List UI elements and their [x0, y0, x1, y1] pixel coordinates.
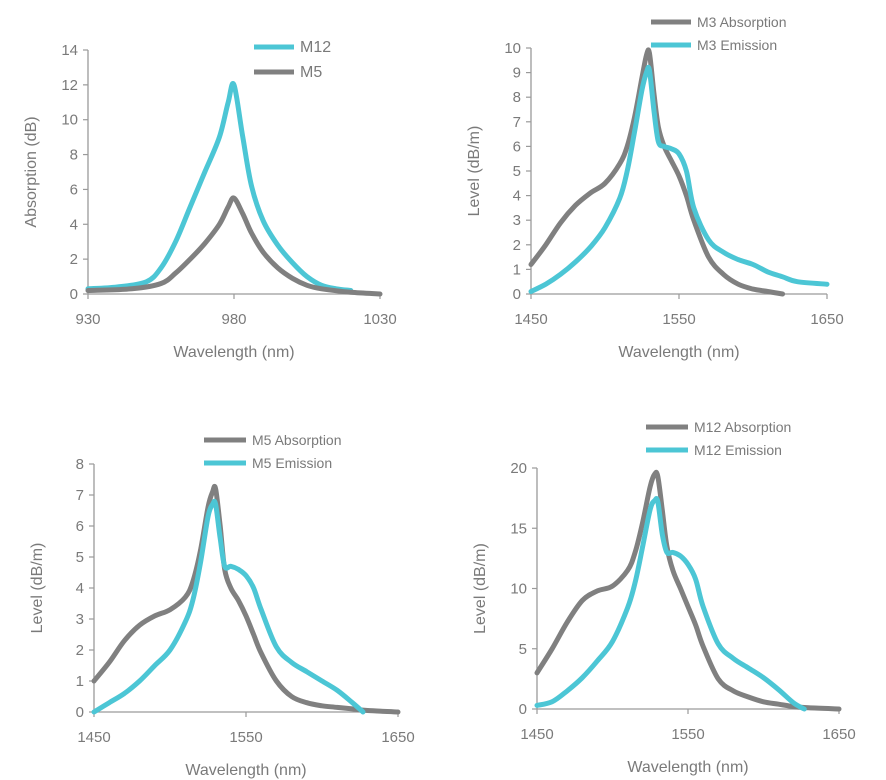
- x-tick-label: 1030: [363, 311, 396, 328]
- y-tick-label: 0: [76, 704, 84, 721]
- legend-label: M12: [300, 39, 331, 56]
- series-line-m3-absorption: [528, 47, 786, 297]
- x-axis-label: Wavelength (nm): [618, 344, 739, 361]
- y-tick-label: 8: [70, 147, 78, 164]
- chart-panel-absorption-m12-m5: 0 2 4 6 8 10 12 14 930 980 1030 Wavelength (nm) Abso…: [23, 39, 397, 361]
- x-tick-label: 1550: [662, 311, 695, 328]
- y-tick-label: 6: [513, 138, 521, 155]
- y-axis-label: Absorption (dB): [23, 116, 40, 227]
- x-axis-label: Wavelength (nm): [185, 762, 306, 779]
- y-tick-label: 7: [76, 487, 84, 504]
- y-tick-label: 9: [513, 65, 521, 82]
- y-tick-label: 12: [61, 77, 78, 94]
- chart-panel-m12: 0 5 10 15 20 1450 1550 1650 Wavelength (nm) Level…: [472, 419, 856, 776]
- y-tick-label: 5: [513, 163, 521, 180]
- y-tick-label: 4: [70, 216, 78, 233]
- x-tick-label: 1450: [514, 311, 547, 328]
- x-tick-label: 1450: [77, 729, 110, 746]
- y-tick-label: 2: [70, 251, 78, 268]
- series-line-m12: [85, 81, 354, 293]
- y-tick-label: 0: [519, 701, 527, 718]
- legend-label: M5 Emission: [252, 455, 332, 471]
- series-line-m3-emission: [528, 64, 830, 294]
- y-tick-label: 3: [513, 212, 521, 229]
- y-tick-label: 7: [513, 114, 521, 131]
- y-tick-label: 10: [510, 581, 527, 598]
- legend-label: M3 Emission: [697, 37, 777, 53]
- x-axis-label: Wavelength (nm): [173, 344, 294, 361]
- y-tick-label: 2: [513, 237, 521, 254]
- y-tick-label: 14: [61, 42, 78, 59]
- y-axis-label: Level (dB/m): [29, 543, 46, 634]
- x-tick-label: 1450: [520, 726, 553, 743]
- x-tick-label: 1650: [810, 311, 843, 328]
- x-tick-label: 930: [75, 311, 100, 328]
- y-tick-label: 4: [76, 580, 84, 597]
- x-tick-label: 980: [221, 311, 246, 328]
- y-tick-label: 3: [76, 611, 84, 628]
- y-tick-label: 0: [513, 286, 521, 303]
- y-tick-label: 10: [61, 112, 78, 129]
- series-line-m5-emission: [91, 498, 366, 715]
- y-tick-label: 5: [519, 641, 527, 658]
- y-tick-label: 5: [76, 549, 84, 566]
- chart-panel-m3: 0 1 2 3 4 5 6 7 8 9 10 1450 1550 1650 Wavelength (nm) L…: [466, 14, 844, 361]
- y-tick-label: 15: [510, 520, 527, 537]
- legend-label: M3 Absorption: [697, 14, 787, 30]
- y-tick-label: 0: [70, 286, 78, 303]
- x-axis-label: Wavelength (nm): [627, 759, 748, 776]
- y-axis-label: Level (dB/m): [472, 543, 489, 634]
- series-line-m5: [85, 195, 383, 297]
- y-tick-label: 6: [76, 518, 84, 535]
- y-tick-label: 1: [513, 261, 521, 278]
- y-tick-label: 6: [70, 181, 78, 198]
- legend-label: M5: [300, 64, 322, 81]
- x-tick-label: 1550: [671, 726, 704, 743]
- y-tick-label: 10: [504, 40, 521, 57]
- y-tick-label: 2: [76, 642, 84, 659]
- chart-panel-m5: 0 1 2 3 4 5 6 7 8 1450 1550 1650 Wavelength (nm) Leve…: [29, 432, 415, 779]
- series-line-m12-absorption: [534, 469, 842, 712]
- series-line-m12-emission: [534, 496, 807, 712]
- y-tick-label: 8: [76, 456, 84, 473]
- x-tick-label: 1650: [381, 729, 414, 746]
- y-tick-label: 8: [513, 89, 521, 106]
- y-tick-label: 4: [513, 188, 521, 205]
- y-axis-label: Level (dB/m): [466, 126, 483, 217]
- legend-label: M12 Emission: [694, 442, 782, 458]
- x-tick-label: 1550: [229, 729, 262, 746]
- legend-label: M5 Absorption: [252, 432, 342, 448]
- legend-label: M12 Absorption: [694, 419, 791, 435]
- x-tick-label: 1650: [822, 726, 855, 743]
- y-tick-label: 20: [510, 460, 527, 477]
- y-tick-label: 1: [76, 673, 84, 690]
